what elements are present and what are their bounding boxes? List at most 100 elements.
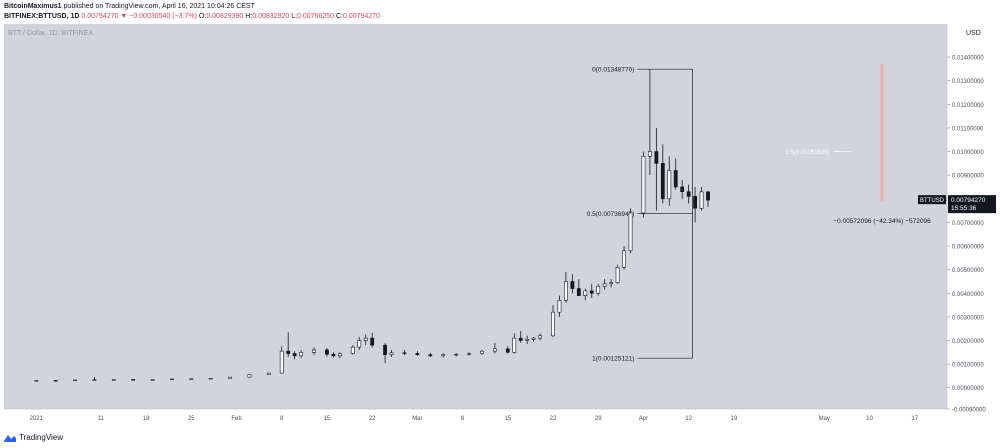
measure-tool[interactable]: −0.00572096 (−42.34%) −572096 (833, 64, 931, 225)
candle-body (699, 191, 704, 209)
candle-body (667, 170, 672, 200)
candle[interactable] (525, 335, 530, 345)
x-tick-label: 15 (324, 416, 331, 422)
candle-body (531, 337, 536, 340)
candle[interactable] (609, 279, 614, 288)
candle[interactable] (628, 208, 633, 254)
publish-text: published on TradingView.com, April 16, … (63, 3, 255, 10)
candle[interactable] (596, 283, 601, 296)
candle[interactable] (667, 156, 672, 206)
tradingview-brand[interactable]: TradingView (19, 433, 64, 442)
candle[interactable] (602, 279, 607, 290)
y-axis[interactable]: 0.01400000 0.01300000 0.01200000 0.01100000… (946, 24, 986, 414)
candle-body (615, 266, 620, 283)
candle-body (363, 337, 368, 341)
x-tick-label: 29 (595, 416, 602, 422)
candle[interactable] (699, 186, 704, 211)
candle[interactable] (370, 332, 375, 348)
candle[interactable] (415, 351, 420, 356)
candle-body (415, 353, 420, 355)
candle-body (189, 378, 194, 380)
candle-body (686, 191, 691, 197)
candle[interactable] (693, 186, 698, 223)
candle[interactable] (467, 352, 471, 356)
x-tick-label: May (819, 416, 830, 422)
price-chart[interactable]: BTT / Dollar, 1D, BITFINEX USD 0.0140000… (0, 24, 1000, 428)
candle[interactable] (589, 283, 594, 298)
candle[interactable] (286, 332, 291, 358)
candle[interactable] (247, 374, 252, 378)
candle[interactable] (131, 379, 136, 381)
candle[interactable] (383, 342, 387, 363)
tradingview-logo-icon[interactable] (4, 434, 16, 442)
candle[interactable] (208, 377, 213, 380)
candle[interactable] (647, 69, 652, 176)
candle[interactable] (357, 336, 362, 350)
candle[interactable] (73, 379, 77, 382)
candle[interactable] (686, 184, 691, 204)
candle[interactable] (518, 331, 523, 343)
candle[interactable] (170, 378, 174, 381)
candle[interactable] (34, 380, 39, 382)
candle[interactable] (641, 151, 646, 218)
fib-label: 0.5(0.00736945) (587, 211, 635, 218)
candle[interactable] (441, 353, 446, 358)
candle[interactable] (660, 144, 665, 204)
candle[interactable] (363, 334, 368, 346)
candle[interactable] (505, 346, 510, 354)
candle[interactable] (492, 342, 497, 354)
candle-body (299, 352, 304, 357)
candle[interactable] (557, 295, 562, 317)
candle[interactable] (299, 349, 304, 359)
plot-area[interactable] (4, 24, 947, 409)
currency-label: USD (966, 30, 981, 37)
fib-label: 1(0.00125121) (592, 356, 634, 363)
candle[interactable] (150, 379, 155, 381)
candle[interactable] (531, 336, 536, 342)
candle[interactable] (389, 349, 394, 358)
candle[interactable] (350, 345, 355, 355)
candle-body (589, 290, 594, 294)
candle[interactable] (654, 127, 659, 211)
author-name[interactable]: BitcoinMaximus1 (4, 3, 62, 10)
candle[interactable] (480, 349, 484, 355)
candle[interactable] (622, 246, 626, 270)
candle[interactable] (228, 376, 232, 379)
candle[interactable] (428, 352, 433, 358)
candle[interactable] (454, 353, 459, 357)
candle[interactable] (402, 349, 407, 356)
candle[interactable] (325, 348, 329, 357)
candle[interactable] (189, 378, 194, 380)
candle[interactable] (538, 333, 542, 341)
candle[interactable] (266, 372, 271, 375)
fib-retracement[interactable]: 0(0.01348770) 0.5(0.00736945) 1(0.00125121… (587, 67, 852, 363)
close-value: 0.00794270 (342, 13, 380, 20)
measure-bar[interactable] (880, 64, 884, 202)
candle[interactable] (53, 379, 58, 382)
candle[interactable] (312, 347, 316, 355)
y-tick-label: 0.00100000 (952, 363, 984, 369)
candle[interactable] (331, 352, 336, 358)
candle[interactable] (292, 351, 297, 360)
candles[interactable] (34, 69, 710, 382)
y-tick-label: -0.00090000 (952, 408, 986, 414)
measure-label: −0.00572096 (−42.34%) −572096 (833, 218, 931, 225)
candle[interactable] (279, 346, 284, 374)
candle[interactable] (512, 333, 517, 354)
x-tick-label: 8 (280, 416, 284, 422)
candle[interactable] (551, 305, 555, 337)
candle[interactable] (706, 191, 710, 207)
candle[interactable] (564, 272, 568, 303)
x-tick-label: 15 (504, 416, 511, 422)
candle[interactable] (337, 352, 342, 359)
candle[interactable] (92, 377, 97, 381)
candle[interactable] (570, 274, 575, 294)
candle[interactable] (673, 158, 678, 190)
candle[interactable] (576, 279, 581, 296)
candle[interactable] (615, 264, 620, 284)
x-axis[interactable]: 2021 11 18 25 Feb 8 15 22 Mar 8 15 22 29 Apr 12 19 May 10… (4, 408, 947, 422)
candle[interactable] (111, 379, 116, 381)
y-tick-label: 0.01000000 (952, 150, 984, 156)
candle[interactable] (680, 179, 685, 199)
candle[interactable] (583, 288, 588, 301)
